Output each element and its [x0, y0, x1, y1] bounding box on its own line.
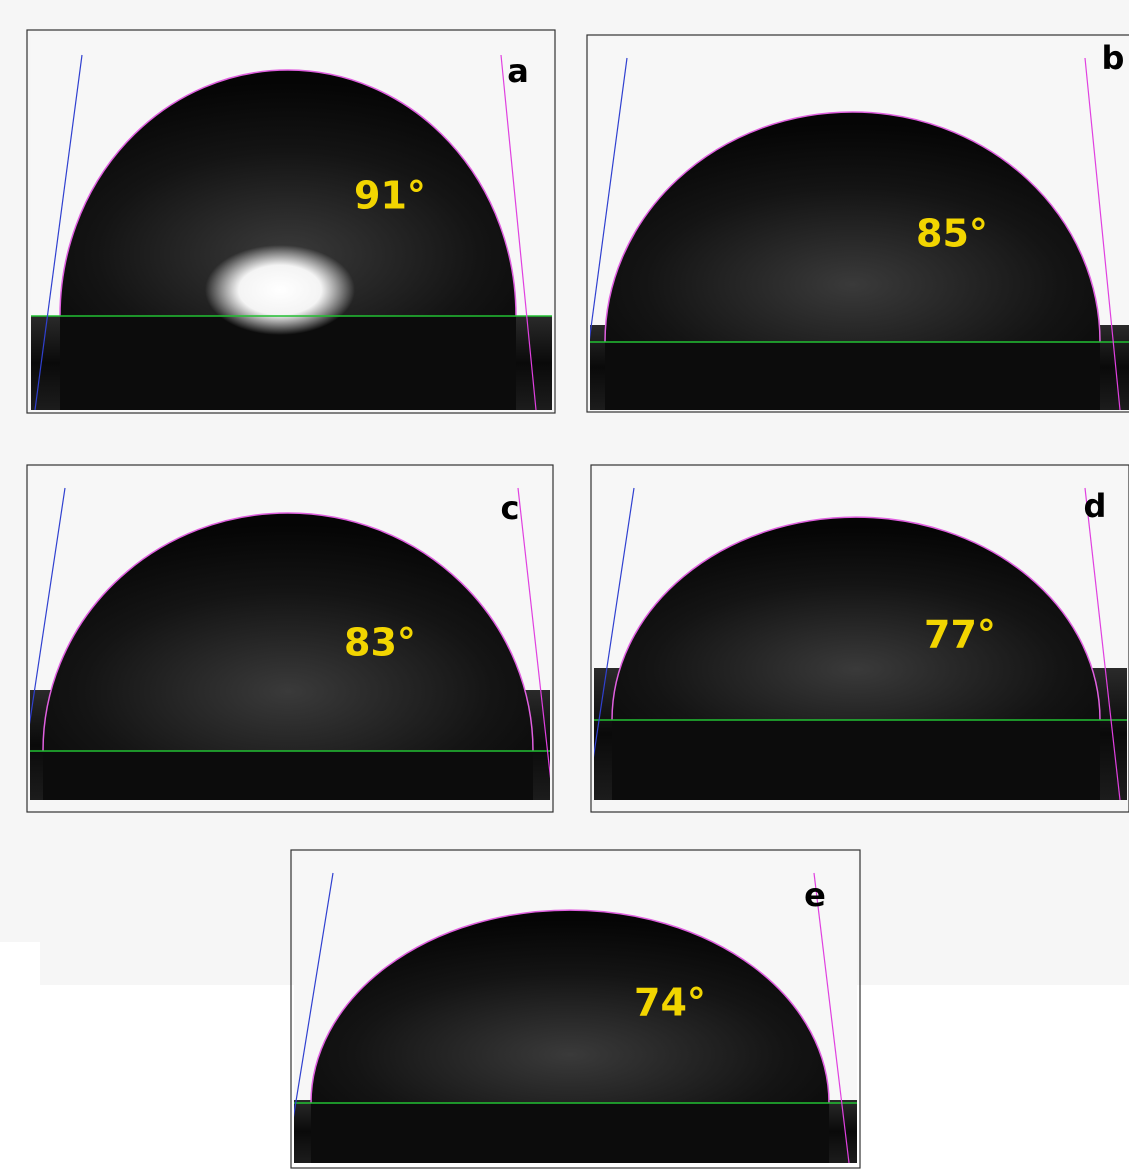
- droplet-image: [587, 468, 1127, 800]
- panel: 77° d: [587, 465, 1129, 812]
- panel: 74° e: [286, 850, 860, 1168]
- page: {"panels": [ {"label": "a", "angle": "91…: [0, 0, 1129, 1170]
- panel-label: c: [501, 489, 520, 527]
- contact-angle: 74°: [634, 981, 706, 1025]
- panel-label: a: [507, 52, 529, 90]
- figure: 91° a 85° b 83° c 77° d 74° e: [0, 0, 1129, 1170]
- panel: 91° a: [27, 30, 555, 413]
- contact-angle: 91°: [354, 174, 426, 218]
- panel: 83° c: [18, 465, 553, 812]
- reflection: [612, 720, 1100, 800]
- droplet-image: [286, 853, 857, 1163]
- panel: 85° b: [580, 35, 1129, 412]
- reflection: [605, 342, 1100, 410]
- panel-label: e: [804, 876, 826, 914]
- contact-angle: 85°: [916, 212, 988, 256]
- reflection: [311, 1103, 829, 1163]
- droplet-image: [580, 38, 1129, 410]
- highlight: [205, 245, 355, 335]
- panel-label: d: [1084, 487, 1107, 525]
- contact-angle: 83°: [344, 621, 416, 665]
- reflection: [43, 751, 533, 800]
- contact-angle: 77°: [924, 613, 996, 657]
- droplet-image: [18, 468, 553, 800]
- droplet-image: [31, 35, 552, 410]
- panel-label: b: [1102, 39, 1125, 77]
